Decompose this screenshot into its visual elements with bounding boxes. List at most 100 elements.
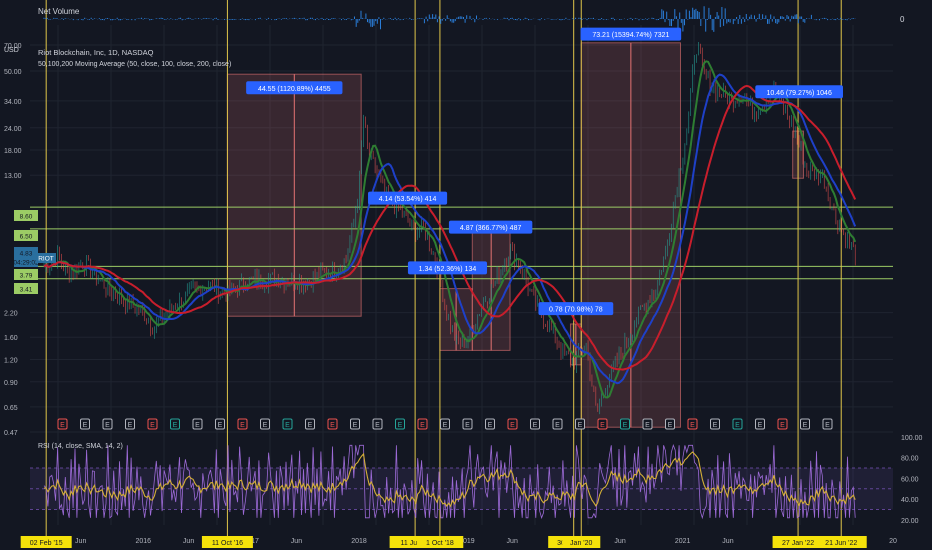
event-icon-frame <box>507 418 518 430</box>
price-tag-label: 4.83 <box>20 251 33 258</box>
event-icon[interactable]: E <box>575 418 585 430</box>
event-icon[interactable]: E <box>282 418 293 430</box>
event-icon-frame <box>530 418 540 430</box>
event-icon-glyph: E <box>83 422 88 429</box>
y-tick-label: 2.20 <box>4 311 18 318</box>
event-icon[interactable]: E <box>395 418 405 430</box>
rsi-series <box>30 444 893 520</box>
axes: 70.00 50.00 34.00 24.00 18.00 13.00 2.20 1.60 1.… <box>4 43 923 545</box>
date-badge-label: 02 Feb '15 <box>30 540 63 547</box>
price-tag-label: 04:29:02 <box>13 260 39 267</box>
event-icon[interactable]: E <box>327 418 338 430</box>
event-icon[interactable]: E <box>732 418 743 430</box>
x-tick-label: 2019 <box>459 538 475 545</box>
event-icon[interactable]: E <box>710 418 720 430</box>
event-icon-frame <box>665 418 675 430</box>
date-badge-box <box>416 536 464 548</box>
measure-label-box <box>538 302 614 316</box>
event-icon[interactable]: E <box>80 418 90 430</box>
event-icon[interactable]: E <box>777 418 788 430</box>
event-icon-glyph: E <box>173 422 178 429</box>
event-icon[interactable]: E <box>620 418 630 430</box>
measure-label-text: 1.34 (52.36%) 134 <box>419 266 477 273</box>
event-icon-frame <box>305 418 315 430</box>
event-icon[interactable]: E <box>485 418 495 430</box>
y-tick-label: 50.00 <box>4 69 22 76</box>
event-icon[interactable]: E <box>147 418 158 430</box>
event-icon[interactable]: E <box>57 418 68 430</box>
volume-zero-label: 0 <box>900 15 905 24</box>
rsi-y-tick-label: 40.00 <box>901 497 919 504</box>
measure-label-box <box>368 191 448 205</box>
event-icon[interactable]: E <box>597 418 608 430</box>
event-icon-glyph: E <box>735 422 740 429</box>
indicator-label: 50,100,200 Moving Average (50, close, 10… <box>38 61 231 68</box>
date-badge-box <box>201 536 253 548</box>
measure-label-text: 0.78 (70.98%) 78 <box>549 307 603 314</box>
event-icon[interactable]: E <box>170 418 180 430</box>
y-tick-label: 1.20 <box>4 358 18 365</box>
price-tag-box <box>14 283 38 294</box>
event-icon-frame <box>485 418 495 430</box>
event-icon-frame <box>800 418 810 430</box>
measure-label-box <box>407 261 488 275</box>
event-icon[interactable]: E <box>530 418 540 430</box>
event-icon-frame <box>80 418 90 430</box>
date-badge-label: 11 Oct '16 <box>212 540 243 547</box>
event-icon[interactable]: E <box>552 418 563 430</box>
date-badge-box <box>562 536 601 548</box>
event-icon[interactable]: E <box>237 418 248 430</box>
price-tag-box <box>14 256 38 267</box>
event-icon[interactable]: E <box>687 418 698 430</box>
measure-label-box <box>580 27 682 41</box>
event-icon[interactable]: E <box>417 418 428 430</box>
event-icon[interactable]: E <box>350 418 360 430</box>
x-tick-label: Jun <box>291 538 302 545</box>
measure-label-box <box>755 85 843 99</box>
price-tag-box <box>14 269 38 280</box>
event-icon-glyph: E <box>780 422 785 429</box>
event-icon-frame <box>102 418 113 430</box>
measure-label-text: 10.46 (79.27%) 1046 <box>766 90 831 97</box>
event-icon[interactable]: E <box>215 418 225 430</box>
event-icon-glyph: E <box>825 422 830 429</box>
event-icon[interactable]: E <box>372 418 383 430</box>
event-icon[interactable]: E <box>125 418 135 430</box>
date-badge-box <box>772 536 824 548</box>
rsi-y-tick-label: 80.00 <box>901 456 919 463</box>
event-icon[interactable]: E <box>102 418 113 430</box>
measure-boxes <box>226 42 804 428</box>
measure-label-text: 73.21 (15394.74%) 7321 <box>592 32 669 39</box>
x-tick-label: Jun <box>507 538 518 545</box>
event-icon[interactable]: E <box>642 418 653 430</box>
event-icon[interactable]: E <box>192 418 203 430</box>
event-icon-frame <box>440 418 450 430</box>
event-icon[interactable]: E <box>507 418 518 430</box>
event-icon[interactable]: E <box>260 418 270 430</box>
x-tick-label: 2021 <box>675 538 691 545</box>
event-icon[interactable]: E <box>800 418 810 430</box>
ma-200-line <box>43 84 857 371</box>
event-icon[interactable]: E <box>822 418 833 430</box>
event-icon-glyph: E <box>105 422 110 429</box>
event-icon[interactable]: E <box>665 418 675 430</box>
event-icon-frame <box>237 418 248 430</box>
event-icon[interactable]: E <box>755 418 765 430</box>
event-icon-glyph: E <box>398 422 403 429</box>
event-icon-frame <box>395 418 405 430</box>
event-icon[interactable]: E <box>305 418 315 430</box>
event-icon[interactable]: E <box>440 418 450 430</box>
event-icon-glyph: E <box>690 422 695 429</box>
event-icon-glyph: E <box>668 422 673 429</box>
rsi-y-tick-label: 100.00 <box>901 435 923 442</box>
event-icon[interactable]: E <box>462 418 473 430</box>
currency-label: USD <box>4 47 19 54</box>
event-icon-glyph: E <box>600 422 605 429</box>
date-badge-box <box>20 536 72 548</box>
event-icon-glyph: E <box>150 422 155 429</box>
event-icon-frame <box>327 418 338 430</box>
rsi-y-tick-label: 20.00 <box>901 518 919 525</box>
event-icon-glyph: E <box>443 422 448 429</box>
